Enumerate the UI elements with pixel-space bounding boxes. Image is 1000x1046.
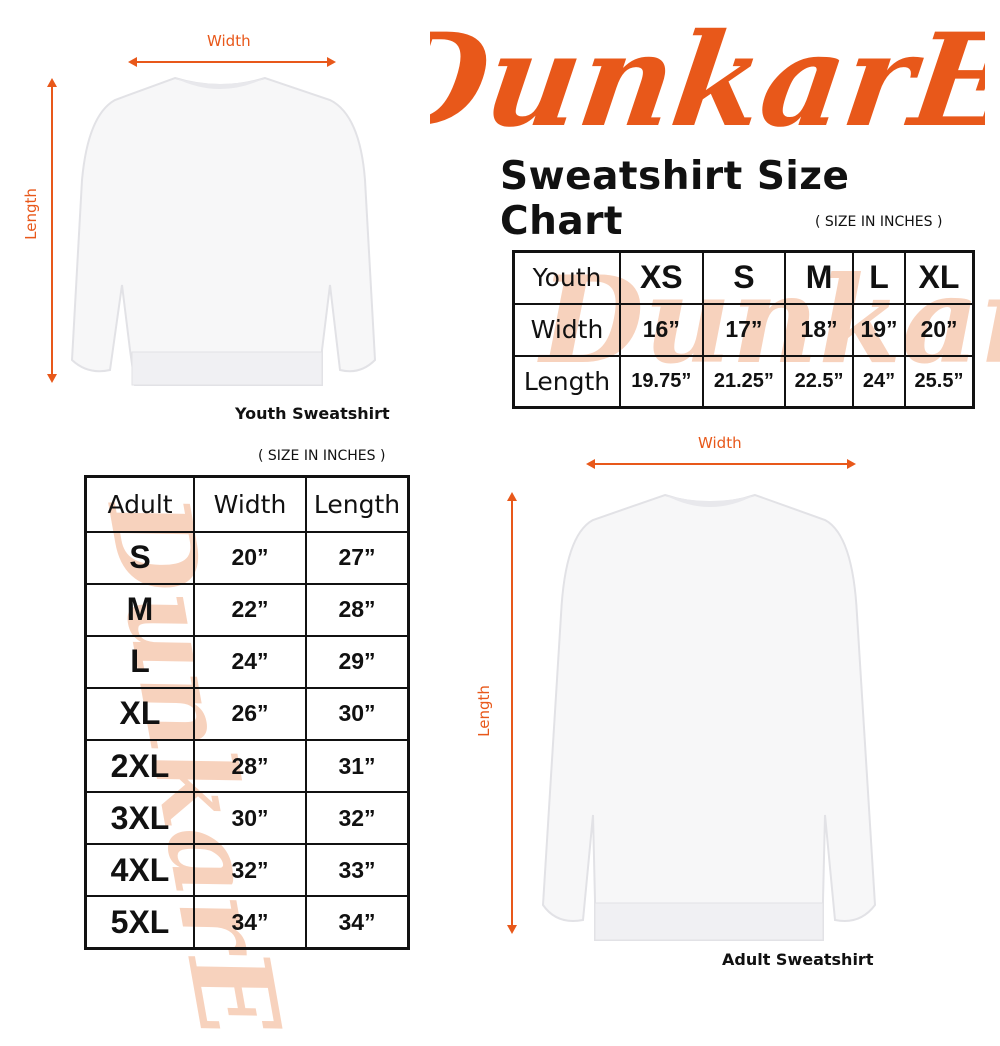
youth-caption: Youth Sweatshirt — [235, 404, 390, 423]
youth-width-label: Width — [207, 32, 251, 50]
table-cell: 20” — [193, 530, 307, 585]
table-cell: 18” — [784, 302, 854, 357]
table-row: XL 26” 30” — [84, 686, 410, 742]
table-cell: 32” — [305, 791, 410, 846]
youth-length-label: Length — [21, 188, 40, 240]
table-header-cell: Width — [193, 475, 307, 533]
table-row: 2XL 28” 31” — [84, 739, 410, 794]
table-cell: 32” — [193, 843, 307, 898]
table-cell: 30” — [193, 791, 307, 846]
table-cell: 29” — [305, 634, 410, 689]
table-row: 5XL 34” 34” — [84, 895, 410, 950]
table-cell: 25.5” — [904, 354, 975, 409]
table-cell: 30” — [305, 686, 410, 742]
adult-width-label: Width — [698, 434, 742, 452]
table-cell: Length — [512, 354, 621, 409]
table-row: Width 16” 17” 18” 19” 20” — [512, 302, 975, 357]
page-title: Sweatshirt Size Chart — [500, 154, 850, 244]
table-cell: L — [84, 634, 195, 689]
table-header-cell: S — [701, 250, 787, 305]
table-cell: 28” — [305, 582, 410, 637]
adult-length-arrow — [507, 492, 517, 934]
table-cell: 34” — [193, 895, 307, 950]
table-row: 3XL 30” 32” — [84, 791, 410, 846]
table-cell: 3XL — [84, 791, 195, 846]
table-cell: S — [84, 530, 195, 585]
table-cell: 17” — [701, 302, 787, 357]
table-cell: 31” — [305, 739, 410, 794]
table-cell: 24” — [193, 634, 307, 689]
table-header-cell: Youth — [512, 250, 621, 305]
table-header-cell: XS — [619, 250, 704, 305]
table-cell: 16” — [619, 302, 704, 357]
adult-size-table: Adult Width Length S 20” 27” M 22” 28” L 24” 29”… — [84, 475, 410, 950]
table-header-cell: Length — [305, 475, 410, 533]
table-cell: 34” — [305, 895, 410, 950]
table-header-cell: XL — [904, 250, 975, 305]
youth-sweatshirt-image — [70, 76, 377, 386]
table-row: M 22” 28” — [84, 582, 410, 637]
table-cell: 19.75” — [619, 354, 704, 409]
adult-width-arrow — [586, 459, 856, 469]
table-cell: 27” — [305, 530, 410, 585]
table-row: 4XL 32” 33” — [84, 843, 410, 898]
table-cell: 22.5” — [784, 354, 854, 409]
youth-length-arrow — [47, 78, 57, 383]
table-cell: Width — [512, 302, 621, 357]
youth-size-note: ( SIZE IN INCHES ) — [815, 214, 943, 230]
table-cell: 2XL — [84, 739, 195, 794]
adult-caption: Adult Sweatshirt — [722, 950, 874, 969]
table-row: Youth XS S M L XL — [512, 250, 975, 305]
table-header-cell: Adult — [84, 475, 195, 533]
table-cell: M — [84, 582, 195, 637]
table-cell: 28” — [193, 739, 307, 794]
svg-text:DunkarE: DunkarE — [430, 6, 985, 150]
adult-length-label: Length — [474, 685, 493, 737]
table-cell: 33” — [305, 843, 410, 898]
table-row: L 24” 29” — [84, 634, 410, 689]
table-cell: 21.25” — [701, 354, 787, 409]
youth-width-arrow — [128, 57, 336, 67]
table-row: S 20” 27” — [84, 530, 410, 585]
table-cell: XL — [84, 686, 195, 742]
table-cell: 5XL — [84, 895, 195, 950]
table-header-cell: L — [851, 250, 907, 305]
youth-size-table: Youth XS S M L XL Width 16” 17” 18” 19” … — [512, 250, 975, 409]
adult-size-note: ( SIZE IN INCHES ) — [258, 448, 386, 464]
table-row: Adult Width Length — [84, 475, 410, 533]
adult-sweatshirt-image — [541, 493, 877, 941]
table-cell: 20” — [904, 302, 975, 357]
table-row: Length 19.75” 21.25” 22.5” 24” 25.5” — [512, 354, 975, 409]
brand-logo: DunkarE — [362, 0, 1000, 156]
table-cell: 24” — [851, 354, 907, 409]
table-cell: 4XL — [84, 843, 195, 898]
table-header-cell: M — [784, 250, 854, 305]
table-cell: 19” — [851, 302, 907, 357]
table-cell: 26” — [193, 686, 307, 742]
table-cell: 22” — [193, 582, 307, 637]
